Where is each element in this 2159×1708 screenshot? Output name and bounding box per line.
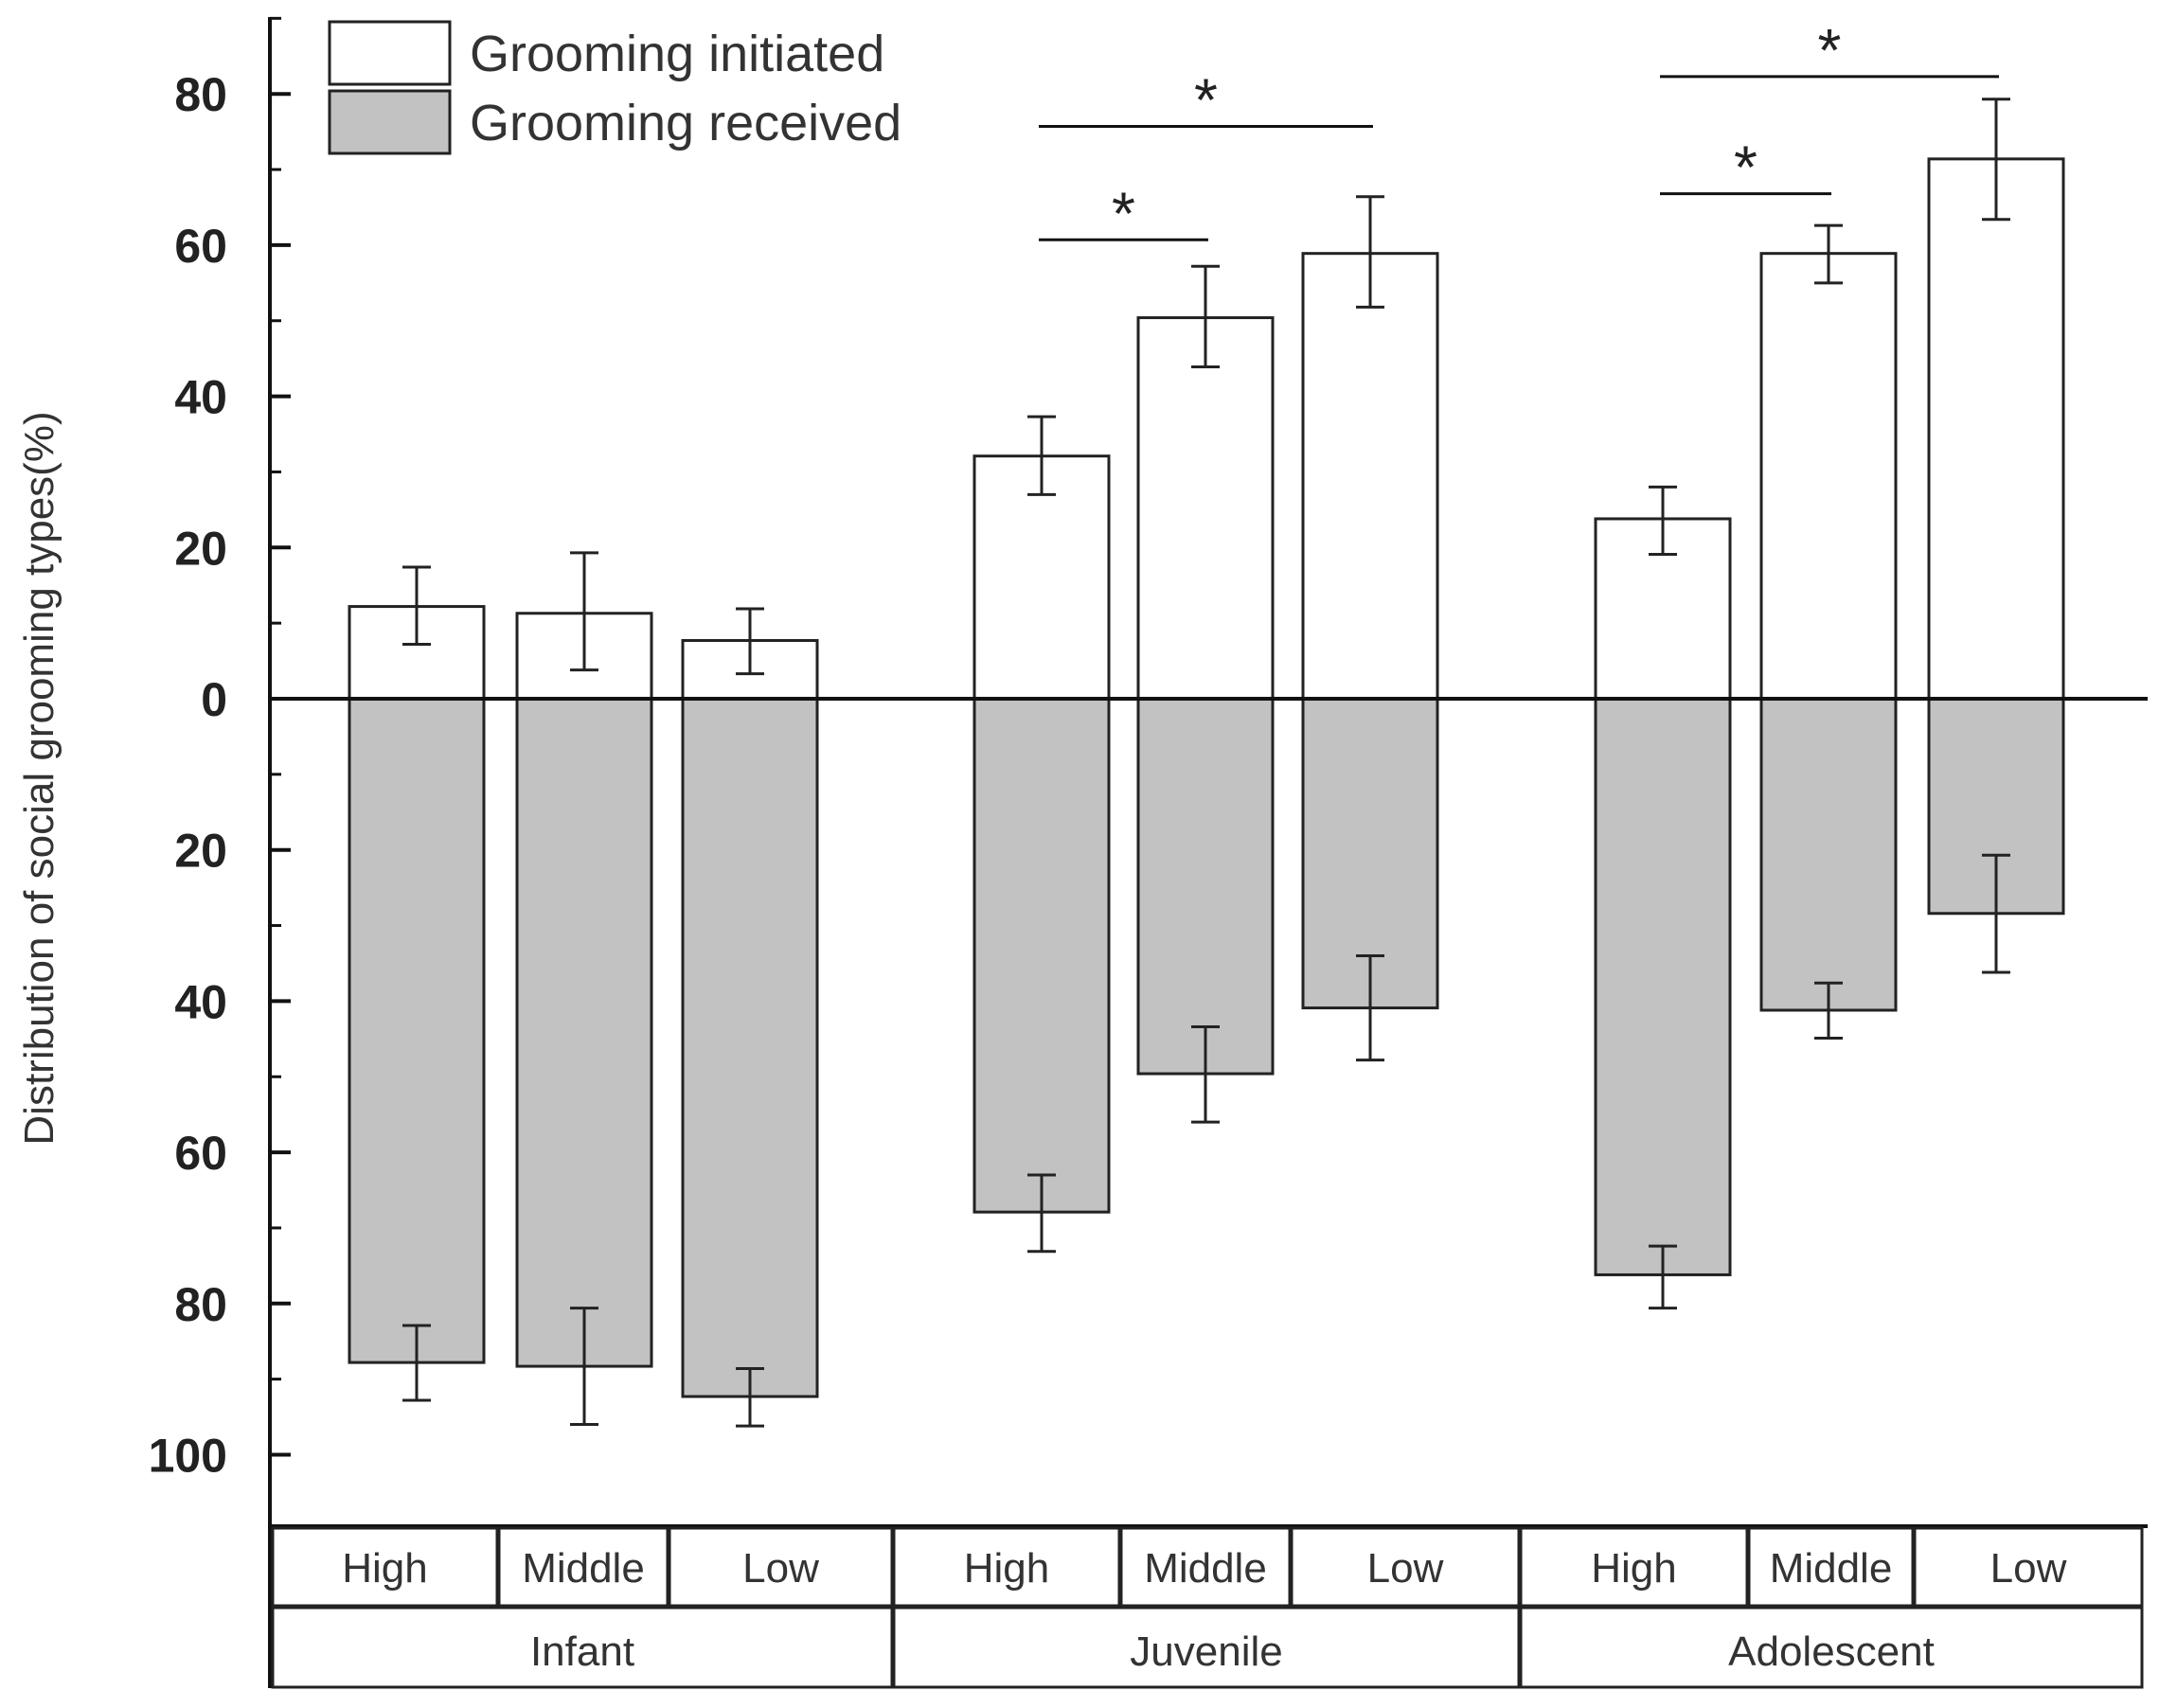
category-label: Low <box>742 1545 819 1592</box>
y-tick-label: 60 <box>174 1127 227 1180</box>
category-cell <box>1747 1526 1915 1608</box>
initiated-bar <box>1927 157 2065 701</box>
significance-star: * <box>1112 179 1135 247</box>
received-bar <box>515 697 653 1368</box>
significance-star: * <box>1194 66 1218 134</box>
category-label: Middle <box>1770 1545 1893 1592</box>
received-bar <box>1136 697 1275 1076</box>
category-label: Middle <box>522 1545 645 1592</box>
received-bar <box>1594 697 1732 1276</box>
received-bar <box>348 697 486 1364</box>
initiated-bar <box>1759 252 1898 701</box>
category-cell <box>1519 1526 1749 1608</box>
y-tick-label: 20 <box>174 825 227 878</box>
legend-label: Grooming received <box>470 95 901 151</box>
significance-star: * <box>1734 133 1758 202</box>
category-label: Middle <box>1144 1545 1267 1592</box>
category-label: Low <box>1367 1545 1444 1592</box>
category-label: Low <box>1990 1545 2067 1592</box>
y-tick-label: 20 <box>174 522 227 575</box>
category-cell <box>497 1526 669 1608</box>
significance-star: * <box>1818 16 1842 84</box>
received-legend-swatch <box>328 89 452 155</box>
group-label: Adolescent <box>1728 1628 1935 1675</box>
group-cell <box>271 1606 894 1689</box>
y-tick-label: 40 <box>174 975 227 1028</box>
bars <box>270 98 2148 1428</box>
category-cell <box>892 1526 1121 1608</box>
category-table: High Middle Low High Middle Low High Middle Low I… <box>268 1524 2148 1689</box>
category-cell <box>271 1526 499 1608</box>
received-bar <box>972 697 1111 1214</box>
y-tick-label: 60 <box>174 220 227 273</box>
initiated-bar <box>1301 252 1439 701</box>
initiated-bar <box>972 454 1111 701</box>
group-label: Juvenile <box>1130 1628 1282 1675</box>
category-cell <box>1290 1526 1521 1608</box>
received-bar <box>681 697 819 1398</box>
group-label: Infant <box>530 1628 634 1675</box>
initiated-bar <box>1136 316 1275 701</box>
category-label: High <box>1591 1545 1677 1592</box>
category-cell <box>1119 1526 1292 1608</box>
initiated-legend-swatch <box>328 20 452 86</box>
y-tick-label: 0 <box>201 673 227 726</box>
y-tick-label: 100 <box>149 1430 227 1483</box>
legend: Grooming initiated Grooming received <box>328 20 901 155</box>
y-tick-label: 80 <box>174 68 227 121</box>
axes: 80 60 40 20 0 20 40 60 80 100 <box>149 16 291 1532</box>
category-label: High <box>342 1545 428 1592</box>
received-bar <box>1759 697 1898 1012</box>
y-tick-label: 80 <box>174 1278 227 1331</box>
category-label: High <box>964 1545 1050 1592</box>
legend-label: Grooming initiated <box>470 26 884 82</box>
category-cell <box>668 1526 894 1608</box>
y-axis-title: Distribution of social grooming types(%) <box>16 411 62 1145</box>
y-tick-label: 40 <box>174 371 227 424</box>
group-cell <box>1519 1606 2144 1689</box>
group-cell <box>892 1606 1521 1689</box>
annotations: * * * * <box>1039 16 1999 247</box>
category-cell <box>1913 1526 2144 1608</box>
